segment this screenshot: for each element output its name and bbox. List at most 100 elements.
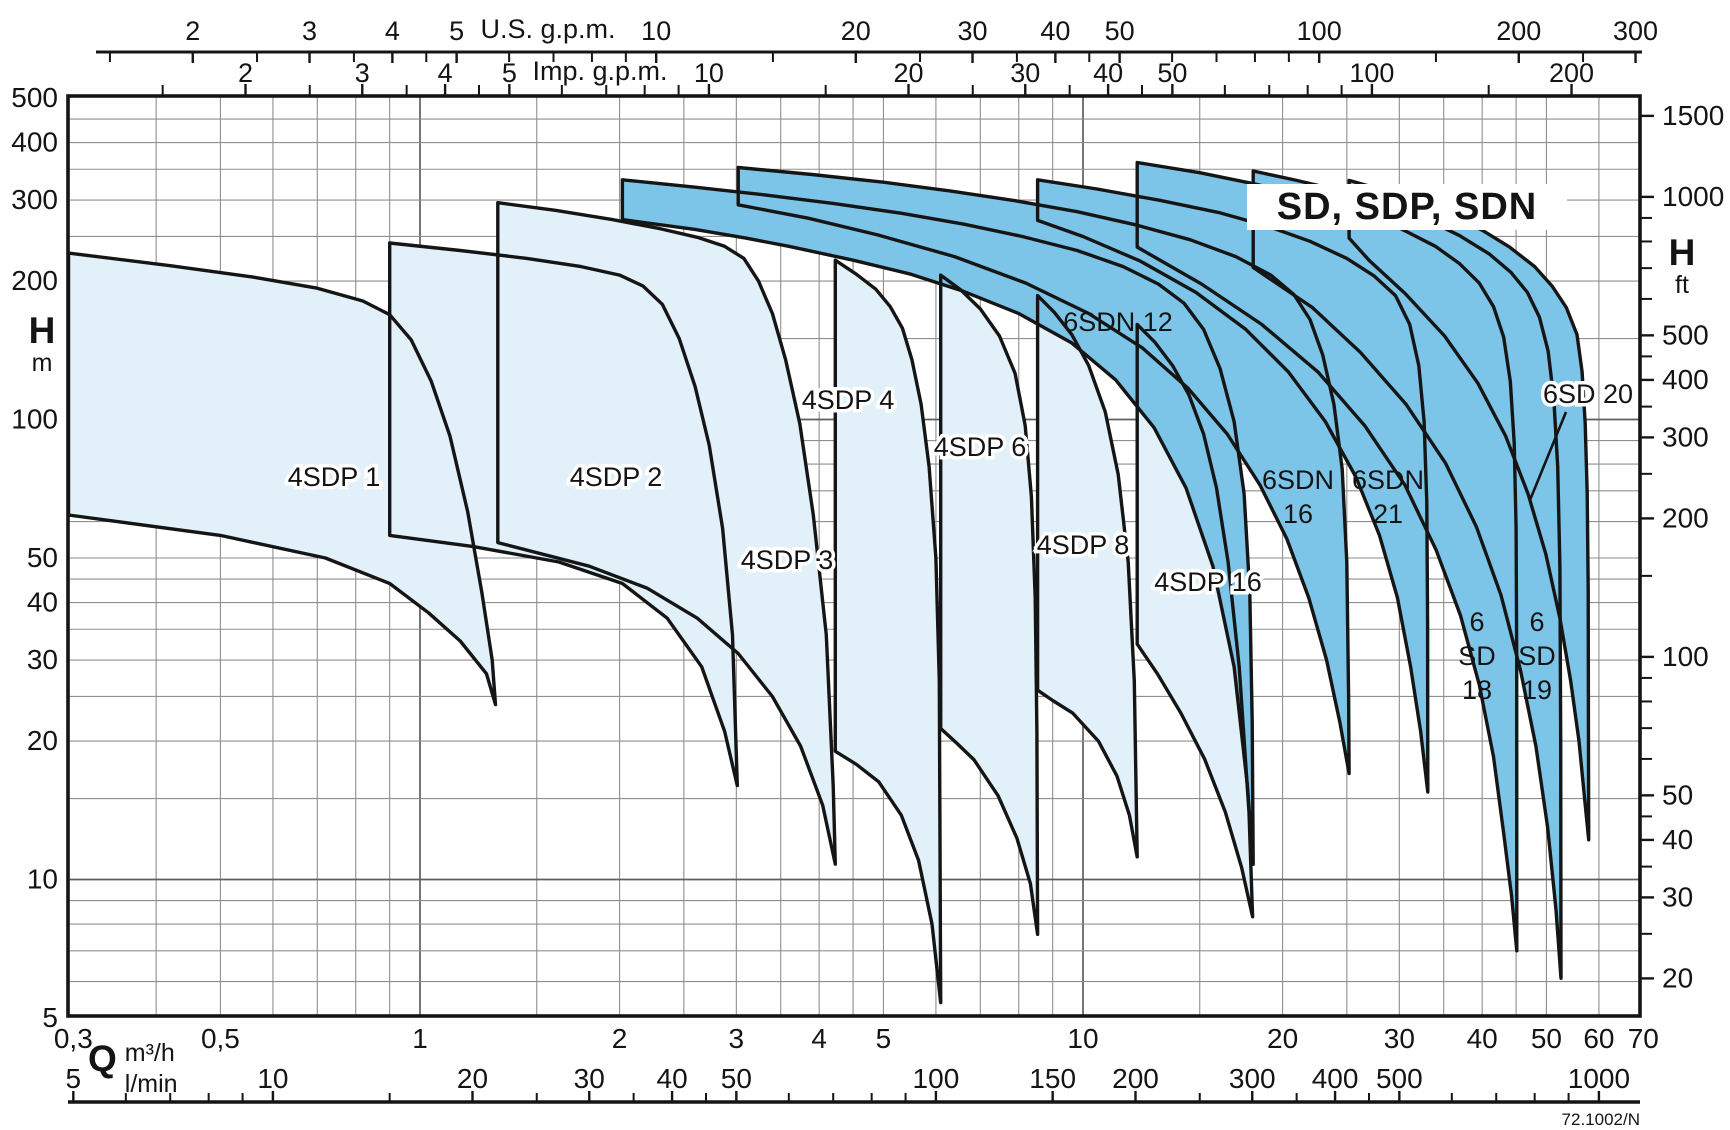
- envelope-label-6sd19: 19: [1522, 675, 1552, 705]
- chart-title: SD, SDP, SDN: [1247, 184, 1567, 230]
- envelope-label-6sdn16: 16: [1283, 499, 1313, 529]
- h-ft-tick-label: 500: [1662, 319, 1709, 350]
- q-m3h-tick-label: 4: [811, 1023, 827, 1054]
- h-m-tick-label: 300: [11, 184, 58, 215]
- q-m3h-tick-label: 3: [729, 1023, 745, 1054]
- envelope-label-6sd19: 6: [1529, 607, 1544, 637]
- q-lmin-tick-label: 40: [657, 1063, 688, 1094]
- q-m3h-tick-label: 0,5: [201, 1023, 240, 1054]
- envelope-label-6sd19: SD: [1518, 641, 1556, 671]
- head-unit-ft: ft: [1675, 271, 1689, 299]
- envelope-outline-6sd-20: [1347, 178, 1591, 842]
- h-ft-tick-label: 300: [1662, 421, 1709, 452]
- imp-gpm-tick-label: 40: [1093, 58, 1123, 88]
- envelope-fill-4sdp-8: [1037, 295, 1138, 857]
- q-m3h-tick-label: 10: [1067, 1023, 1098, 1054]
- flow-symbol: Q: [88, 1038, 117, 1079]
- imp-gpm-tick-label: 5: [502, 58, 517, 88]
- envelope-fill-4sdp-4: [835, 260, 941, 1003]
- envelope-outline-4sdp-3: [496, 201, 837, 866]
- imp-gpm-axis-label: Imp. g.p.m.: [532, 56, 668, 86]
- envelope-label-6sd18: 18: [1462, 675, 1492, 705]
- envelope-label-6sdn21: 6SDN: [1352, 465, 1424, 495]
- us-gpm-axis: [96, 50, 1642, 63]
- us-gpm-axis-label: U.S. g.p.m.: [480, 14, 616, 44]
- q-m3h-tick-label: 5: [876, 1023, 892, 1054]
- q-m3h-tick-label: 70: [1628, 1023, 1659, 1054]
- imp-gpm-tick-label: 2: [238, 58, 253, 88]
- envelope-label-4sdp6: 4SDP 6: [934, 432, 1027, 462]
- envelope-outline-4sdp-1: [68, 251, 498, 707]
- q-m3h-tick-label: 50: [1531, 1023, 1562, 1054]
- h-ft-tick-label: 30: [1662, 881, 1693, 912]
- imp-gpm-tick-label: 20: [893, 58, 923, 88]
- catalog-code: 72.1002/N: [1561, 1110, 1640, 1129]
- h-ft-tick-label: 200: [1662, 502, 1709, 533]
- envelope-fill-6sd-20: [1349, 180, 1589, 840]
- envelope-label-4sdp16: 4SDP 16: [1154, 567, 1262, 597]
- head-axis-label-metric: H m: [18, 310, 66, 377]
- envelope-label-6sd18: 6: [1469, 607, 1484, 637]
- q-lmin-tick-label: 400: [1312, 1063, 1359, 1094]
- q-lmin-tick-label: 500: [1376, 1063, 1423, 1094]
- h-m-tick-label: 100: [11, 404, 58, 435]
- envelope-fill-4sdp-16: [1137, 324, 1253, 917]
- imp-gpm-tick-label: 100: [1349, 58, 1394, 88]
- q-m3h-tick-label: 40: [1467, 1023, 1498, 1054]
- q-lmin-tick-label: 300: [1229, 1063, 1276, 1094]
- h-m-tick-label: 50: [27, 542, 58, 573]
- imp-gpm-tick-label: 10: [694, 58, 724, 88]
- envelope-label-4sdp2: 4SDP 2: [570, 462, 663, 492]
- h-m-tick-label: 40: [27, 587, 58, 618]
- us-gpm-tick-label: 100: [1297, 16, 1342, 46]
- us-gpm-tick-label: 5: [449, 16, 464, 46]
- h-ft-tick-label: 50: [1662, 779, 1693, 810]
- q-m3h-tick-label: 20: [1267, 1023, 1298, 1054]
- us-gpm-tick-label: 4: [385, 16, 400, 46]
- envelope-label-4sdp8: 4SDP 8: [1037, 530, 1130, 560]
- h-m-tick-label: 400: [11, 127, 58, 158]
- envelope-outline-4sdp-8: [1035, 293, 1139, 859]
- q-lmin-tick-label: 5: [66, 1063, 82, 1094]
- us-gpm-tick-label: 3: [302, 16, 317, 46]
- h-ft-tick-label: 100: [1662, 641, 1709, 672]
- flow-unit-lmin: l/min: [124, 1070, 178, 1098]
- head-symbol-ft: H: [1668, 232, 1696, 273]
- h-ft-tick-label: 40: [1662, 824, 1693, 855]
- us-gpm-tick-label: 20: [841, 16, 871, 46]
- h-m-tick-label: 200: [11, 265, 58, 296]
- imp-gpm-axis: [161, 84, 1573, 96]
- head-unit-m: m: [31, 349, 53, 377]
- head-symbol: H: [28, 310, 56, 351]
- label-leader-line-6sd20: [1528, 411, 1568, 501]
- head-axis-label-imperial: H ft: [1652, 232, 1712, 299]
- imp-gpm-tick-label: 50: [1157, 58, 1187, 88]
- q-lmin-tick-label: 10: [257, 1063, 288, 1094]
- q-lmin-tick-label: 100: [913, 1063, 960, 1094]
- envelope-outline-4sdp-6: [939, 273, 1040, 937]
- envelope-fill-4sdp-6: [940, 275, 1038, 935]
- q-lmin-tick-label: 50: [721, 1063, 752, 1094]
- h-m-tick-label: 20: [27, 725, 58, 756]
- q-lmin-tick-label: 20: [457, 1063, 488, 1094]
- envelope-outline-6sdn-12: [620, 178, 1255, 866]
- envelope-label-6sd18: SD: [1458, 641, 1496, 671]
- envelope-label-6sdn21: 21: [1373, 499, 1403, 529]
- envelope-fill-4sdp-3: [497, 202, 836, 865]
- envelope-outline-6sdn-21: [1035, 178, 1430, 794]
- us-gpm-tick-label: 300: [1613, 16, 1658, 46]
- imp-gpm-tick-label: 200: [1549, 58, 1594, 88]
- imp-gpm-tick-label: 4: [438, 58, 453, 88]
- us-gpm-tick-label: 10: [641, 16, 671, 46]
- q-lmin-tick-label: 30: [574, 1063, 605, 1094]
- envelope-label-layer: [1528, 411, 1568, 501]
- q-m3h-tick-label: 2: [612, 1023, 628, 1054]
- envelope-outline-4sdp-4: [833, 258, 943, 1005]
- h-m-tick-label: 10: [27, 864, 58, 895]
- q-m3h-tick-label: 30: [1384, 1023, 1415, 1054]
- flow-unit-m3h: m³/h: [124, 1039, 175, 1067]
- envelope-outline-4sdp-2: [388, 241, 739, 788]
- q-lmin-axis: [68, 1091, 1640, 1104]
- us-gpm-tick-label: 200: [1496, 16, 1541, 46]
